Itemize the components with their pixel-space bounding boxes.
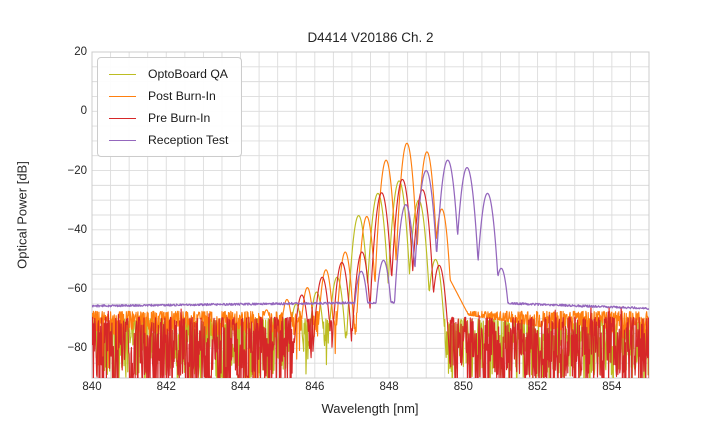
legend-label: Post Burn-In — [148, 88, 216, 103]
chart-title: D4414 V20186 Ch. 2 — [307, 30, 434, 45]
x-tick-label: 848 — [379, 381, 399, 393]
legend-label: OptoBoard QA — [148, 66, 228, 81]
legend-label: Pre Burn-In — [148, 110, 211, 125]
legend-item: OptoBoard QA — [107, 63, 228, 85]
legend-item: Pre Burn-In — [107, 107, 228, 129]
y-tick-label: −60 — [67, 283, 87, 296]
y-axis-label: Optical Power [dB] — [14, 161, 30, 269]
y-tick-label: −80 — [67, 342, 87, 355]
x-tick-label: 852 — [528, 381, 548, 393]
x-tick-label: 846 — [305, 381, 325, 393]
x-tick-label: 844 — [230, 381, 251, 393]
legend-item: Post Burn-In — [107, 85, 228, 107]
legend: OptoBoard QA Post Burn-In Pre Burn-In Recep… — [97, 57, 243, 157]
y-tick-label: 0 — [80, 105, 87, 118]
legend-line-swatch — [109, 117, 136, 119]
legend-line-swatch — [109, 95, 136, 97]
y-tick-label: −20 — [67, 164, 87, 177]
x-tick-label: 854 — [602, 381, 622, 393]
x-axis-label: Wavelength [nm] — [321, 401, 419, 416]
x-tick-label: 840 — [82, 381, 102, 393]
legend-label: Reception Test — [148, 132, 229, 147]
legend-line-swatch — [109, 139, 136, 141]
y-tick-label: −40 — [67, 223, 87, 236]
legend-item: Reception Test — [107, 129, 228, 151]
x-tick-label: 842 — [156, 381, 176, 393]
x-tick-label: 850 — [453, 381, 473, 393]
legend-line-swatch — [109, 73, 136, 75]
y-tick-label: 20 — [74, 46, 87, 58]
